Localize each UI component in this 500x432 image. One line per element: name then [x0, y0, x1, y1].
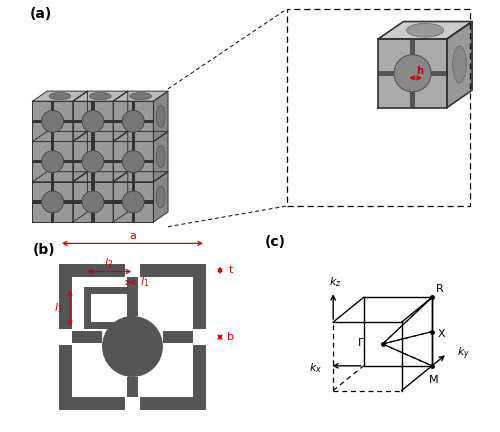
Bar: [51, 182, 54, 222]
Bar: [92, 142, 94, 182]
Circle shape: [102, 316, 163, 377]
Polygon shape: [154, 172, 168, 222]
Ellipse shape: [90, 92, 111, 100]
Text: $l_3$: $l_3$: [54, 301, 64, 315]
Bar: [132, 142, 135, 182]
Bar: [410, 39, 415, 108]
Bar: [126, 277, 138, 316]
Bar: [113, 200, 154, 203]
Polygon shape: [378, 22, 472, 39]
Bar: [84, 287, 134, 294]
Text: M: M: [429, 375, 438, 385]
Text: t: t: [228, 265, 233, 275]
Circle shape: [82, 111, 104, 132]
Polygon shape: [73, 142, 113, 182]
Bar: [132, 182, 135, 222]
Circle shape: [42, 111, 64, 132]
Circle shape: [82, 111, 104, 132]
Ellipse shape: [156, 105, 165, 127]
Circle shape: [82, 191, 104, 213]
Ellipse shape: [156, 146, 165, 168]
Bar: [73, 200, 113, 203]
Bar: [51, 142, 54, 182]
Polygon shape: [154, 91, 168, 142]
Text: $k_x$: $k_x$: [308, 362, 322, 375]
Circle shape: [122, 151, 144, 172]
Polygon shape: [113, 142, 154, 182]
Polygon shape: [32, 101, 73, 142]
Bar: [132, 101, 135, 142]
Text: $l_1$: $l_1$: [140, 276, 149, 289]
Text: b: b: [228, 332, 234, 342]
Polygon shape: [73, 101, 113, 142]
Circle shape: [82, 151, 104, 172]
Bar: [59, 329, 72, 345]
Bar: [127, 287, 134, 329]
Text: $\Gamma$: $\Gamma$: [358, 336, 366, 348]
Circle shape: [42, 191, 64, 213]
Circle shape: [42, 151, 64, 172]
Bar: [378, 71, 447, 76]
Bar: [72, 277, 192, 397]
Circle shape: [122, 151, 144, 172]
Text: $l_4$: $l_4$: [112, 355, 122, 368]
Ellipse shape: [406, 23, 444, 37]
Circle shape: [122, 111, 144, 132]
Bar: [113, 160, 154, 163]
Bar: [113, 120, 154, 123]
Bar: [92, 182, 94, 222]
Text: (b): (b): [32, 243, 55, 257]
Circle shape: [42, 111, 64, 132]
Bar: [163, 331, 192, 343]
Ellipse shape: [156, 186, 165, 208]
Bar: [32, 200, 73, 203]
Text: a: a: [129, 231, 136, 241]
Circle shape: [394, 55, 431, 92]
Text: $k_z$: $k_z$: [329, 276, 342, 289]
Text: r: r: [147, 332, 152, 342]
Bar: [59, 264, 206, 410]
Ellipse shape: [130, 92, 152, 100]
Ellipse shape: [452, 46, 466, 83]
Text: (a): (a): [30, 7, 52, 21]
Bar: [84, 322, 134, 329]
Bar: [192, 329, 206, 345]
Polygon shape: [32, 142, 73, 182]
Bar: [92, 101, 94, 142]
Circle shape: [42, 191, 64, 213]
Bar: [84, 287, 91, 329]
Bar: [32, 120, 73, 123]
Bar: [72, 331, 102, 343]
Bar: [126, 377, 138, 397]
Polygon shape: [113, 101, 154, 142]
Circle shape: [82, 151, 104, 172]
Bar: [124, 397, 140, 411]
Circle shape: [122, 191, 144, 213]
Text: $l_2$: $l_2$: [104, 256, 114, 270]
Text: X: X: [438, 328, 446, 339]
Polygon shape: [154, 131, 168, 182]
Polygon shape: [113, 182, 154, 222]
Circle shape: [122, 111, 144, 132]
Polygon shape: [32, 91, 88, 101]
Polygon shape: [378, 39, 447, 108]
Polygon shape: [73, 91, 128, 101]
Polygon shape: [73, 182, 113, 222]
Ellipse shape: [49, 92, 71, 100]
Circle shape: [82, 191, 104, 213]
Bar: [124, 264, 140, 277]
Circle shape: [42, 151, 64, 172]
Text: R: R: [436, 283, 444, 294]
Circle shape: [122, 191, 144, 213]
Bar: [51, 101, 54, 142]
Polygon shape: [113, 91, 168, 101]
Polygon shape: [447, 22, 472, 108]
Polygon shape: [32, 182, 73, 222]
Text: $k_y$: $k_y$: [456, 345, 470, 362]
Bar: [73, 120, 113, 123]
Bar: [73, 160, 113, 163]
Text: (c): (c): [265, 235, 286, 249]
Bar: [32, 160, 73, 163]
Text: h: h: [416, 66, 423, 76]
